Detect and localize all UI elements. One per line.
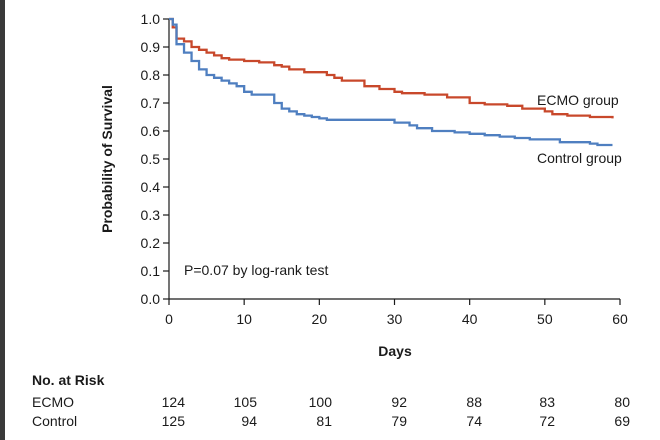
risk-cell: 94 [241,413,257,429]
x-tick-label: 10 [236,311,252,327]
y-axis-title: Probability of Survival [99,85,115,233]
y-tick-label: 0.3 [141,207,161,223]
risk-row-label: ECMO [32,394,74,410]
y-tick-label: 0.9 [141,39,161,55]
y-tick-label: 0.2 [141,235,161,251]
risk-cell: 79 [391,413,407,429]
x-tick-label: 20 [312,311,328,327]
risk-cell: 100 [308,394,332,410]
ecmo-survival-line [169,17,614,119]
survival-chart: 0.0 0.1 0.2 0.3 0.4 0.5 0.6 0.7 0.8 0.9 1.0 0 10 20 30… [99,11,628,359]
y-tick-label: 0.1 [141,263,161,279]
risk-cell: 124 [161,394,185,410]
x-tick-label: 50 [537,311,553,327]
risk-row-control: Control 125 94 81 79 74 72 69 [0,413,660,431]
control-survival-line [169,17,613,147]
risk-cell: 72 [539,413,555,429]
risk-cell: 92 [391,394,407,410]
risk-cell: 74 [466,413,482,429]
y-tick-label: 0.5 [141,151,161,167]
axes: 0.0 0.1 0.2 0.3 0.4 0.5 0.6 0.7 0.8 0.9 1.0 0 10 20 30… [141,11,628,327]
y-tick-label: 0.8 [141,67,161,83]
risk-table-title: No. at Risk [32,372,105,388]
risk-cell: 83 [539,394,555,410]
legend-ecmo-group: ECMO group [537,92,619,108]
risk-row-ecmo: ECMO 124 105 100 92 88 83 80 [0,394,660,412]
y-tick-label: 0.7 [141,95,161,111]
p-value-annotation: P=0.07 by log-rank test [184,262,328,278]
risk-cell: 69 [614,413,630,429]
risk-cell: 125 [161,413,185,429]
risk-cell: 81 [316,413,332,429]
risk-cell: 105 [233,394,257,410]
x-tick-label: 40 [462,311,478,327]
x-tick-label: 30 [387,311,403,327]
legend-control-group: Control group [537,150,622,166]
risk-row-label: Control [32,413,78,429]
x-tick-label: 0 [165,311,173,327]
risk-cell: 80 [614,394,630,410]
y-tick-label: 0.6 [141,123,161,139]
survival-curves [169,17,614,147]
x-axis-title: Days [378,343,412,359]
y-tick-label: 1.0 [141,11,161,27]
y-tick-label: 0.0 [141,291,161,307]
risk-cell: 88 [466,394,482,410]
x-tick-label: 60 [612,311,628,327]
left-frame-border [0,0,5,440]
y-tick-label: 0.4 [141,179,161,195]
